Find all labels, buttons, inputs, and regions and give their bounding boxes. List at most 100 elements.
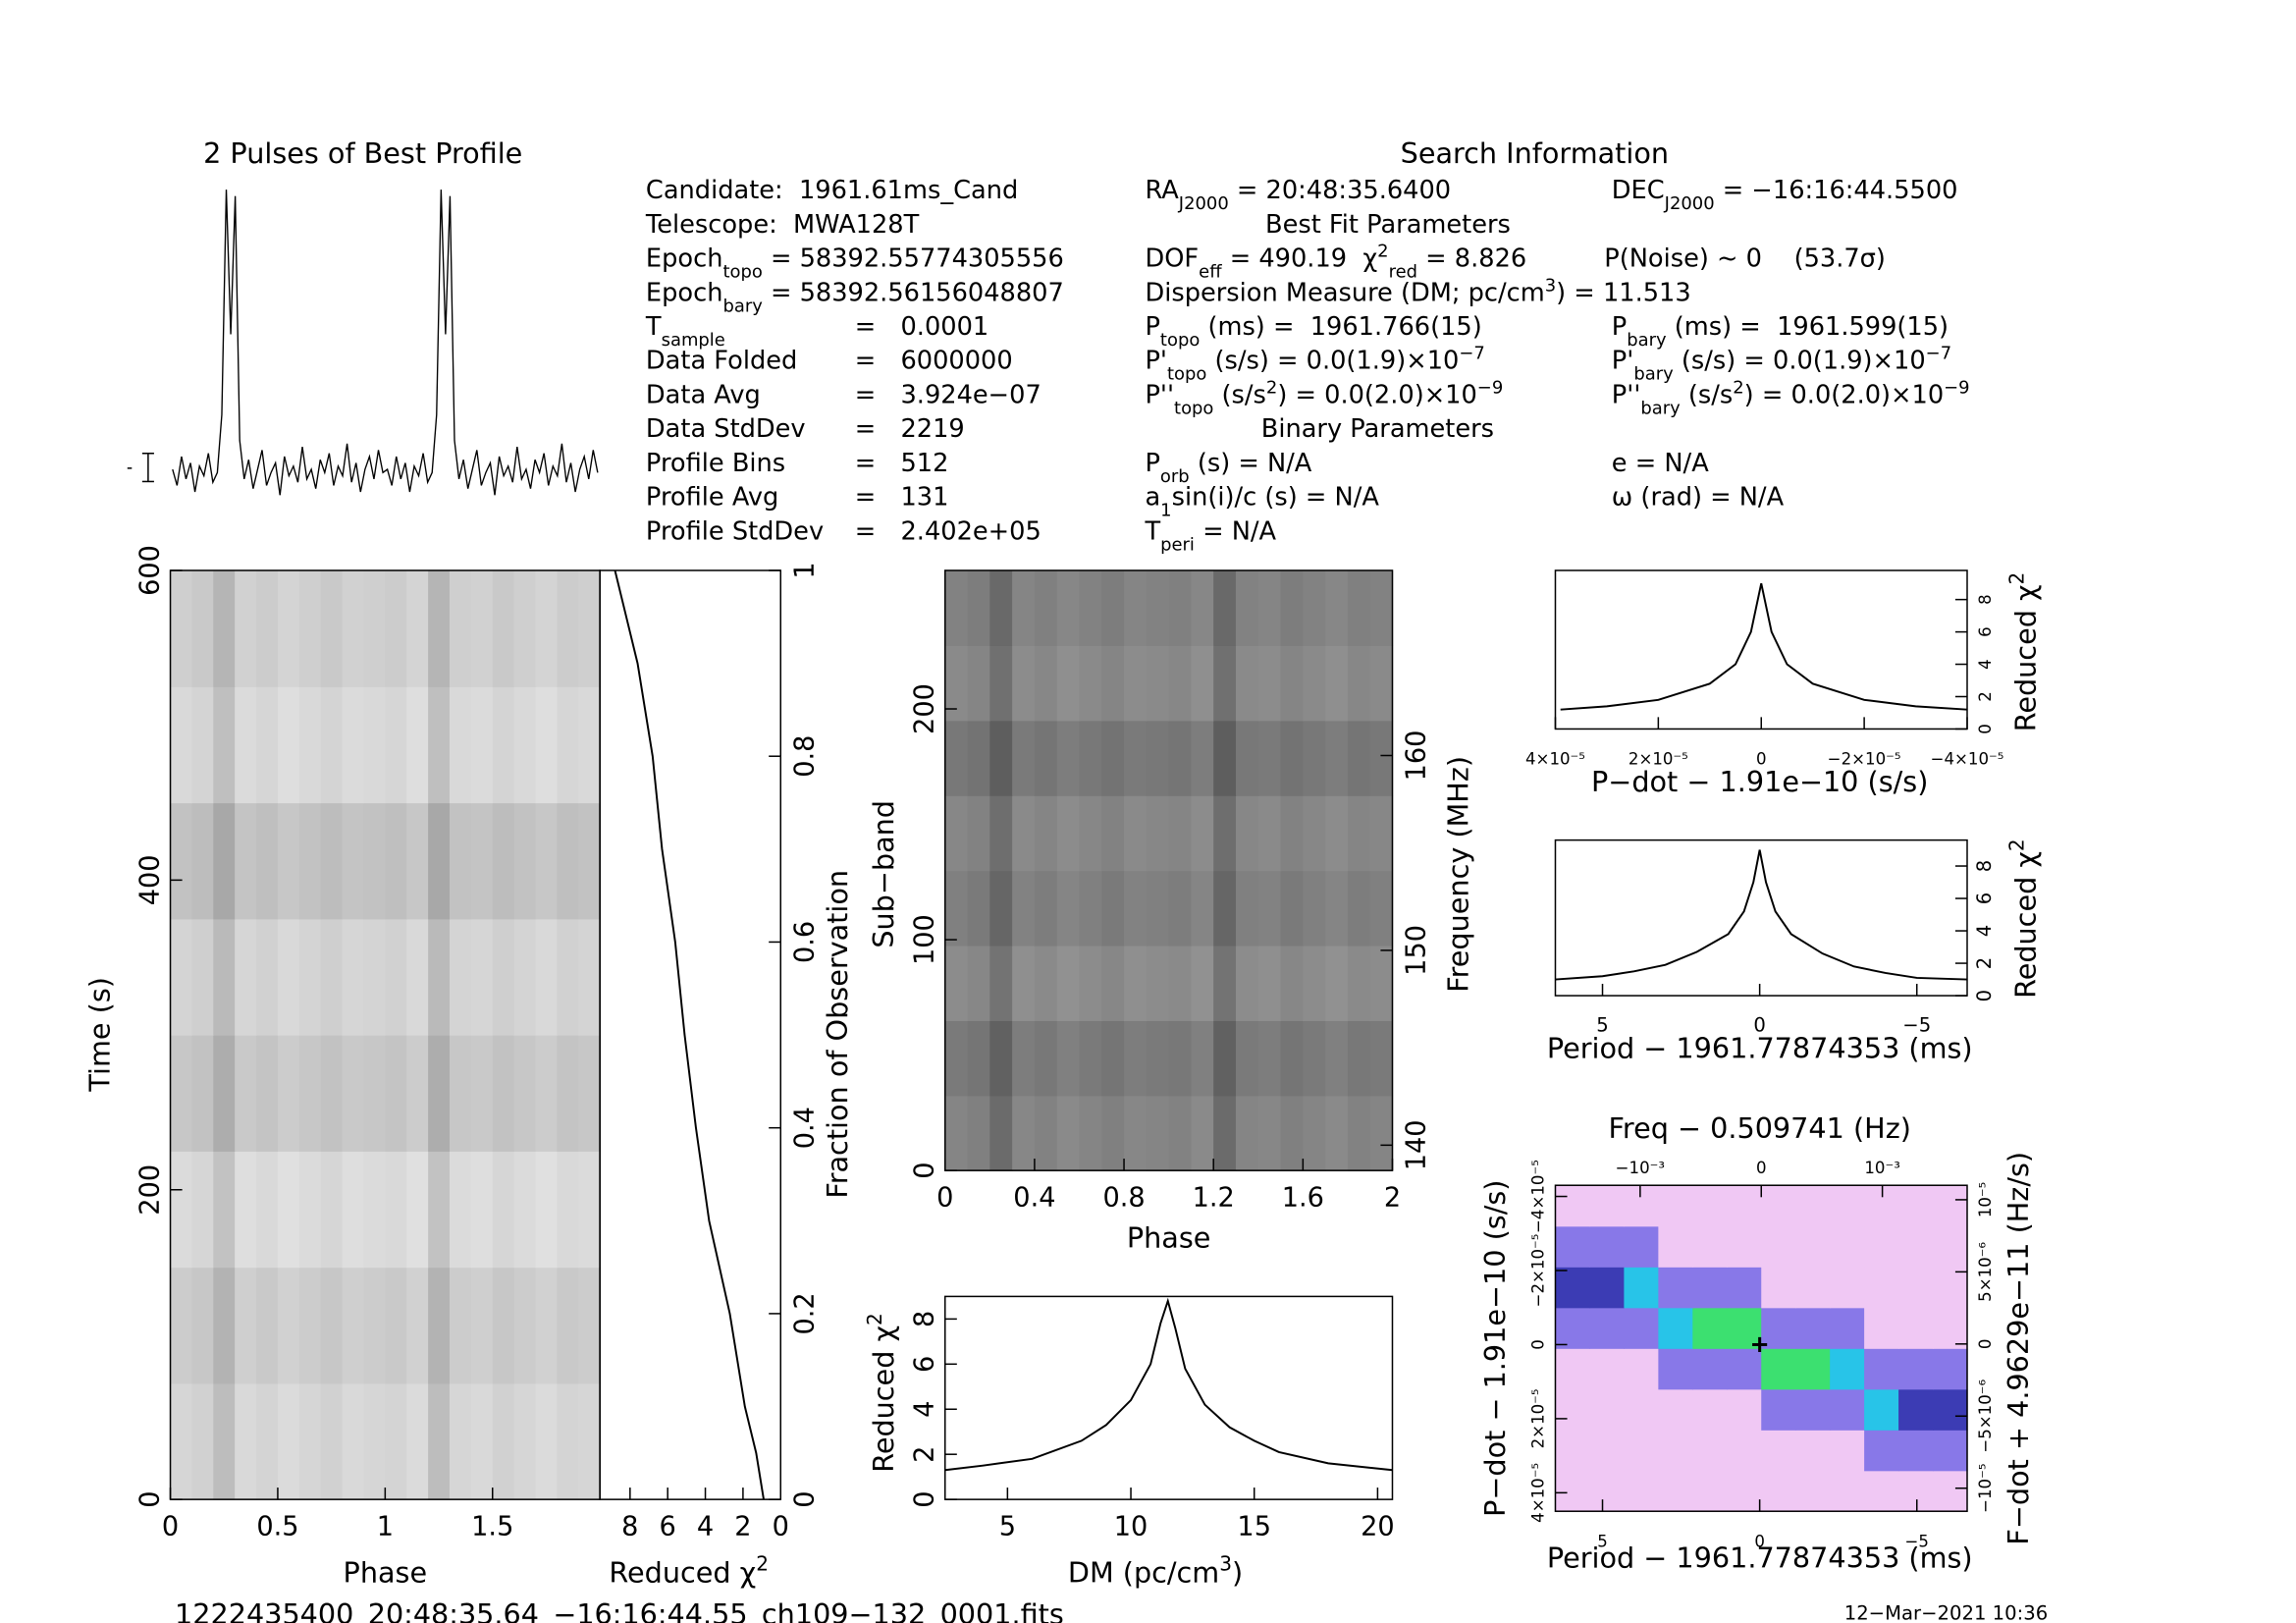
heat-cell xyxy=(1056,795,1081,872)
heat-cell xyxy=(191,918,214,1036)
heat-cell xyxy=(1347,1095,1371,1171)
heat-cell xyxy=(1369,645,1394,722)
heat-cell xyxy=(1012,569,1036,646)
heat-cell xyxy=(256,1267,279,1384)
heat-cell xyxy=(1624,1267,1659,1309)
info-value: 2219 xyxy=(900,414,964,444)
heat-cell xyxy=(1168,1095,1193,1171)
tick-label: 2 xyxy=(1976,691,1995,702)
heat-cell xyxy=(1213,645,1237,722)
tick-label: 160 xyxy=(1402,730,1432,782)
info-line-part: 1 xyxy=(1160,500,1171,520)
tick-label: 5 xyxy=(1596,1013,1608,1036)
axis-label: Time (s) xyxy=(83,977,117,1093)
heat-cell xyxy=(967,569,990,646)
heat-cell xyxy=(1898,1307,1934,1349)
tick-label: 0 xyxy=(910,1162,940,1178)
heat-cell xyxy=(1830,1388,1865,1431)
tick-label: 0.4 xyxy=(1013,1182,1055,1213)
axis-label-part: Freq − 0.509741 (Hz) xyxy=(1609,1111,1911,1145)
axis-label-part: Time (s) xyxy=(83,977,117,1093)
heat-cell xyxy=(492,802,515,920)
info-line-part: (ms) = 1961.599(15) xyxy=(1667,312,1949,342)
axis-label-part: F−dot + 4.9629e−11 (Hz/s) xyxy=(2002,1152,2035,1545)
heat-cell xyxy=(191,686,214,804)
info-value: 512 xyxy=(900,449,948,478)
info-line-part: −9 xyxy=(1477,377,1503,398)
heat-cell xyxy=(449,802,472,920)
info-label-part: sample xyxy=(662,330,725,351)
axis-label-part: Phase xyxy=(1127,1221,1211,1255)
heat-cell xyxy=(557,802,579,920)
axis-label-part: 3 xyxy=(1219,1552,1232,1576)
heat-cell xyxy=(170,1267,193,1384)
heat-cell xyxy=(1727,1470,1762,1512)
best-fit-marker xyxy=(1752,1336,1768,1352)
heat-cell xyxy=(1168,720,1193,796)
heat-cell xyxy=(1933,1307,1968,1349)
heat-cell xyxy=(213,1035,236,1152)
heat-cell xyxy=(1303,1095,1326,1171)
heat-cell xyxy=(363,686,386,804)
info-line-part: (ms) = 1961.766(15) xyxy=(1200,312,1481,342)
heat-cell xyxy=(385,1267,407,1384)
info-title: Search Information xyxy=(1401,136,1669,170)
heat-cell xyxy=(513,1267,537,1384)
tick-label: 0.8 xyxy=(1102,1182,1145,1213)
info-line-part: P xyxy=(1612,312,1627,342)
heat-cell xyxy=(256,1382,279,1500)
heat-cell xyxy=(989,645,1013,722)
heat-cell xyxy=(170,802,193,920)
data-line xyxy=(172,189,599,496)
tick-label: −5 xyxy=(1905,1532,1929,1550)
heat-cell xyxy=(1146,720,1170,796)
heat-cell xyxy=(470,918,494,1036)
heat-cell xyxy=(385,569,407,687)
axis-label: P−dot − 1.91e−10 (s/s) xyxy=(1478,1180,1512,1517)
info-label-part: Profile Bins xyxy=(646,449,785,478)
heat-cell xyxy=(1795,1185,1831,1227)
heat-cell xyxy=(1795,1388,1831,1431)
heat-cell xyxy=(1280,1020,1304,1097)
heat-cell xyxy=(1191,645,1214,722)
axis-label: Reduced χ2 xyxy=(2004,572,2042,732)
axis-label: Reduced χ2 xyxy=(609,1552,769,1590)
info-line: Pbary (ms) = 1961.599(15) xyxy=(1612,312,1949,351)
heat-cell xyxy=(470,569,494,687)
heat-cell xyxy=(1933,1185,1968,1227)
heat-cell xyxy=(1257,945,1282,1021)
info-line: Epochtopo = 58392.55774305556 xyxy=(646,244,1064,283)
heat-cell xyxy=(1692,1430,1728,1472)
heat-cell xyxy=(428,1382,451,1500)
heat-cell xyxy=(298,1035,322,1152)
heat-cell xyxy=(1624,1225,1659,1268)
info-line-part: = 20:48:35.6400 xyxy=(1229,176,1451,205)
heat-cell xyxy=(256,1151,279,1269)
heat-cell xyxy=(1658,1470,1693,1512)
info-line-part: peri xyxy=(1160,534,1195,555)
heat-cell xyxy=(1280,945,1304,1021)
heat-cell xyxy=(298,918,322,1036)
info-line-part: ) = 11.513 xyxy=(1556,278,1691,307)
info-line-part: Epoch xyxy=(646,244,723,274)
heat-cell xyxy=(1898,1470,1934,1512)
heat-cell xyxy=(1933,1225,1968,1268)
heat-cell xyxy=(1692,1307,1728,1349)
heat-cell xyxy=(1864,1470,1899,1512)
heat-cell xyxy=(320,918,344,1036)
info-line-part: P' xyxy=(1145,347,1167,376)
heat-cell xyxy=(989,1020,1013,1097)
heat-cell xyxy=(1124,1020,1148,1097)
axis-label-part: ) xyxy=(1232,1556,1243,1590)
heat-cell xyxy=(1124,569,1148,646)
heat-cell xyxy=(1624,1388,1659,1431)
heat-cell xyxy=(1589,1225,1626,1268)
heat-cell xyxy=(535,1267,558,1384)
heat-cell xyxy=(213,1151,236,1269)
info-line: DOFeff = 490.19 χ2red = 8.826 xyxy=(1145,241,1526,282)
file-name: 1222435400_20:48:35.64_−16:16:44.55_ch10… xyxy=(175,1597,1064,1623)
info-line: Porb (s) = N/A xyxy=(1145,449,1311,486)
tick-label: 0.8 xyxy=(789,735,820,778)
heat-cell xyxy=(1079,645,1102,722)
